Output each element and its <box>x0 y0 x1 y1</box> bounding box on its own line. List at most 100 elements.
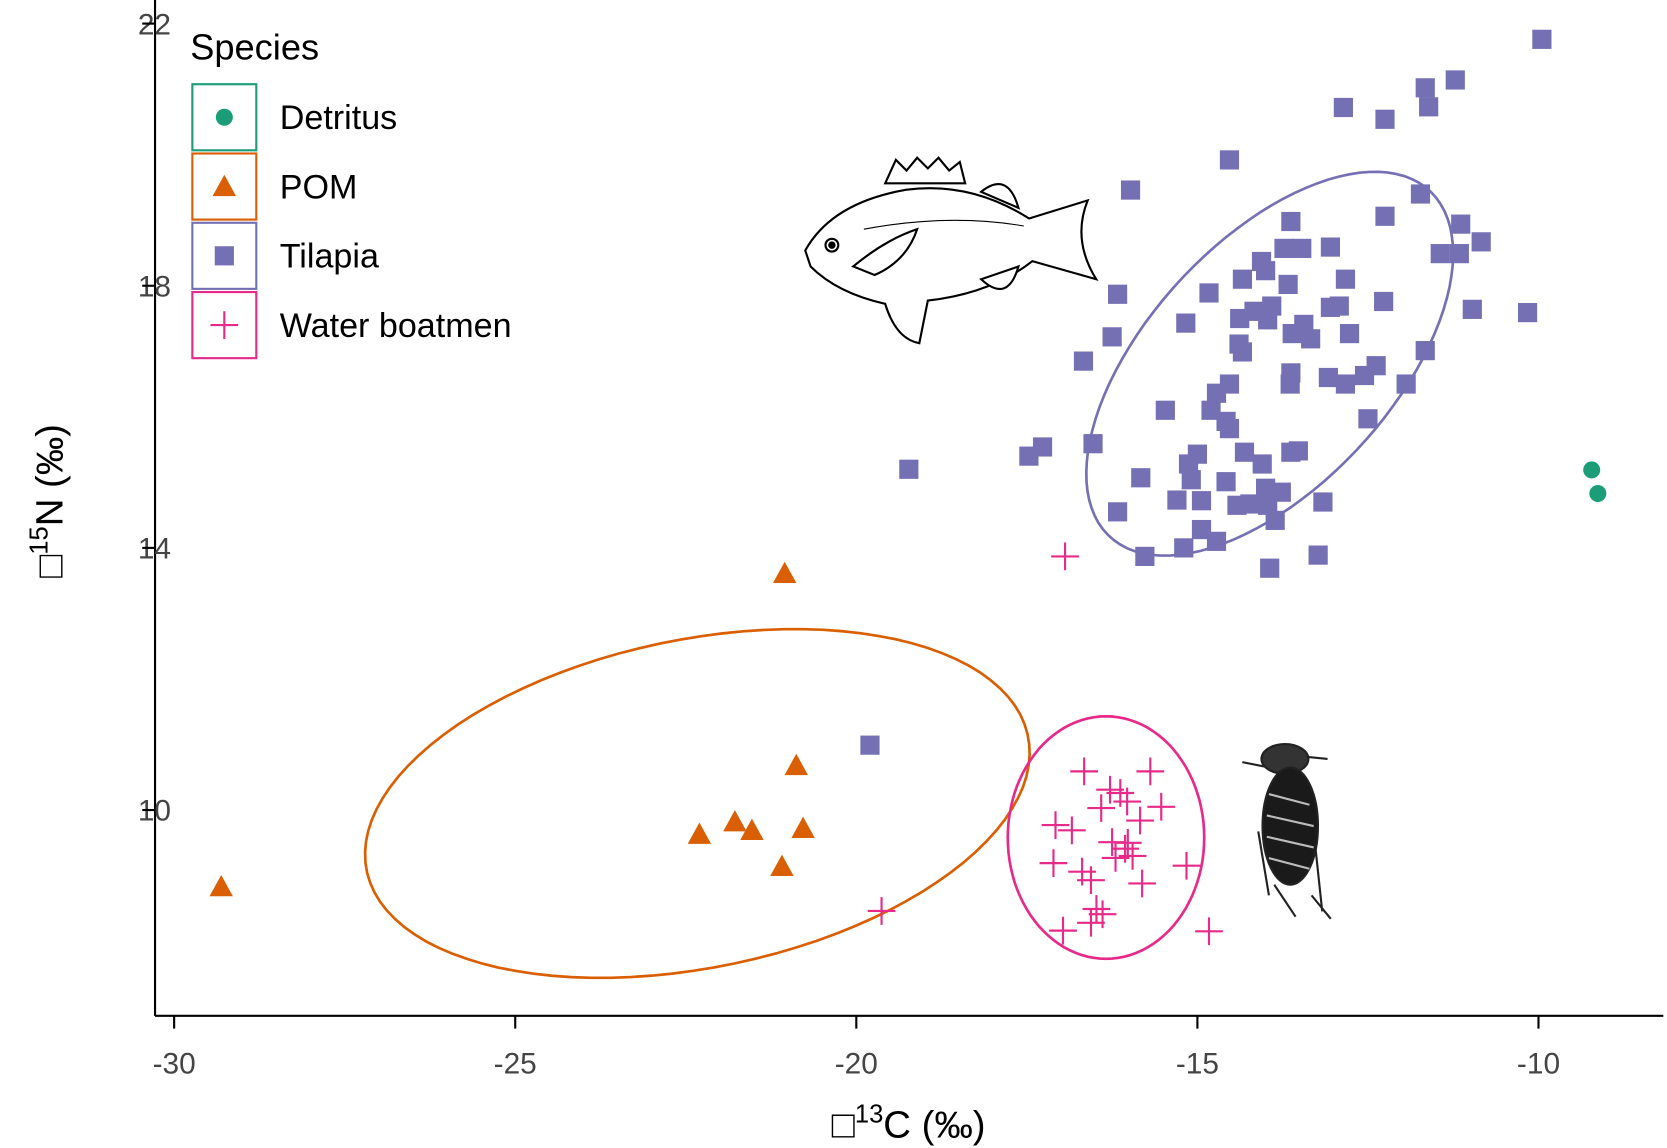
point <box>1282 323 1302 344</box>
point <box>1410 184 1431 204</box>
point <box>1195 917 1223 946</box>
point <box>1147 792 1176 821</box>
insect-illustration <box>1242 742 1332 920</box>
point <box>1049 916 1077 945</box>
legend-marker <box>212 174 237 197</box>
point <box>1292 238 1312 258</box>
point <box>1219 150 1240 170</box>
point <box>1051 542 1079 571</box>
point <box>1333 97 1353 118</box>
fish-illustration <box>804 156 1099 345</box>
x-label-text: C (‰) <box>883 1103 985 1146</box>
point <box>1077 866 1105 895</box>
point <box>1288 441 1308 461</box>
point <box>1374 291 1394 312</box>
point <box>1375 109 1395 129</box>
point <box>723 810 747 832</box>
point <box>1265 510 1285 530</box>
legend-label: Detritus <box>280 99 397 137</box>
point <box>1102 327 1122 347</box>
x-label-symbol: □ <box>832 1103 856 1146</box>
point <box>1280 374 1300 394</box>
point <box>1335 374 1356 394</box>
point <box>1087 794 1116 822</box>
legend-label: Water boatmen <box>280 307 512 345</box>
point <box>1258 495 1278 515</box>
y-label-superscript: 15 <box>25 526 53 554</box>
point <box>1120 180 1141 200</box>
point <box>1375 206 1395 226</box>
point <box>1073 351 1094 371</box>
point <box>1252 454 1272 474</box>
point <box>1107 284 1128 304</box>
point <box>1041 811 1070 839</box>
point <box>1419 97 1439 117</box>
legend-label: POM <box>280 168 358 206</box>
x-tick-label: -30 <box>153 1047 196 1080</box>
point <box>1083 434 1103 454</box>
legend: Species Detritus POM Tilapia Water boatmen <box>190 27 512 360</box>
point <box>1176 313 1196 333</box>
point <box>1126 806 1154 835</box>
point <box>1219 419 1240 439</box>
point <box>1256 478 1276 498</box>
point <box>1101 844 1130 872</box>
point <box>1335 269 1356 289</box>
point <box>1339 323 1360 344</box>
point <box>1234 442 1255 462</box>
point <box>1136 757 1165 786</box>
point <box>1113 787 1141 816</box>
point <box>1201 400 1221 420</box>
point <box>772 561 797 584</box>
point <box>1135 546 1155 567</box>
point <box>1589 484 1607 503</box>
point <box>770 854 794 876</box>
point <box>784 753 809 776</box>
point <box>791 816 815 838</box>
legend-marker <box>210 311 239 339</box>
legend-label: Tilapia <box>280 238 379 276</box>
point <box>1354 365 1375 386</box>
point <box>1155 400 1175 420</box>
point <box>1232 269 1253 289</box>
legend-marker <box>215 108 233 126</box>
point <box>1167 490 1187 510</box>
y-tick-label: 22 <box>138 8 171 41</box>
point <box>1113 828 1142 857</box>
point <box>1430 244 1450 264</box>
legend-marker <box>214 246 234 266</box>
point <box>1206 383 1227 403</box>
point <box>1039 849 1068 877</box>
point <box>1583 461 1601 479</box>
point <box>1232 342 1253 362</box>
point <box>1181 470 1201 490</box>
ellipse <box>363 627 1031 980</box>
point <box>1131 468 1151 488</box>
point <box>1178 454 1199 474</box>
point <box>1449 244 1469 264</box>
point <box>1274 238 1294 258</box>
point <box>687 822 712 844</box>
x-tick-label: -20 <box>835 1047 878 1080</box>
point <box>899 459 919 479</box>
point <box>1462 299 1482 319</box>
point <box>1191 519 1212 540</box>
point <box>1118 842 1147 870</box>
y-label-symbol: □ <box>28 554 71 578</box>
point <box>1088 900 1117 929</box>
point <box>1308 545 1328 565</box>
x-label-superscript: 13 <box>855 1100 883 1128</box>
point <box>1058 816 1086 845</box>
point <box>1128 869 1156 898</box>
point <box>1260 558 1280 578</box>
point <box>1216 472 1236 492</box>
point <box>1281 211 1301 232</box>
point <box>1174 538 1194 558</box>
point <box>1070 757 1099 786</box>
point <box>1396 374 1416 394</box>
point <box>1240 494 1260 514</box>
point <box>209 874 233 897</box>
point <box>1329 296 1349 316</box>
point <box>860 735 880 755</box>
